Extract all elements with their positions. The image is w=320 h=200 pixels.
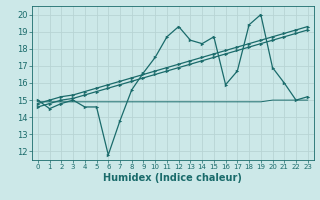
X-axis label: Humidex (Indice chaleur): Humidex (Indice chaleur)	[103, 173, 242, 183]
